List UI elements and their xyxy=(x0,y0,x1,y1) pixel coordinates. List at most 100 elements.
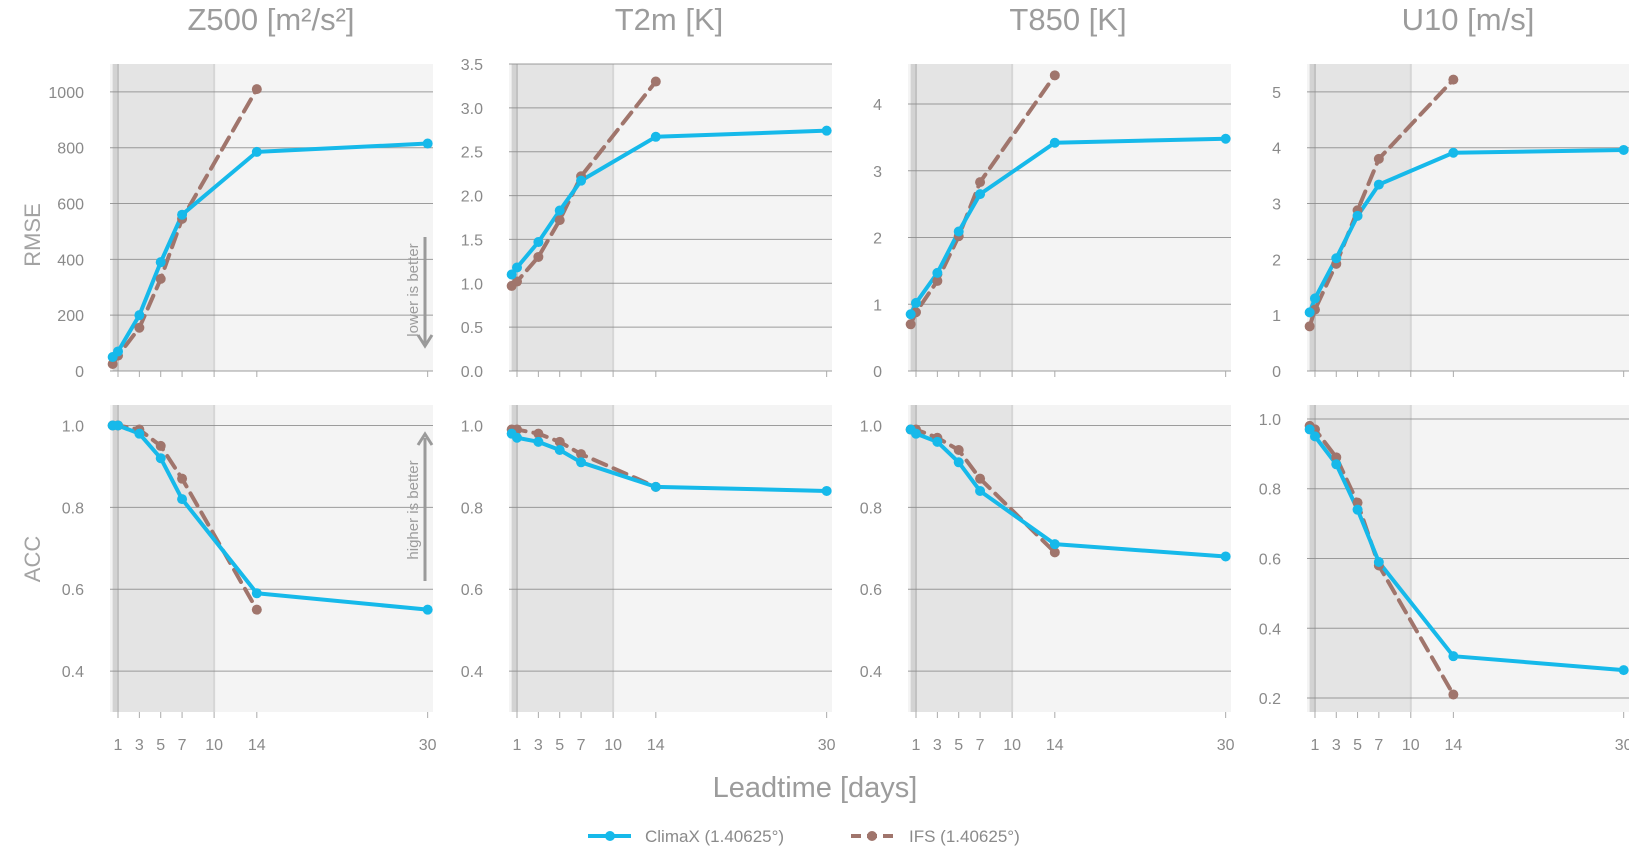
y-tick-label-0: 0 xyxy=(873,364,882,381)
chart-panels: 020040060080010000.00.51.01.52.02.53.03.… xyxy=(48,57,1629,754)
x-tick-label-1: 1 xyxy=(1311,737,1320,754)
y-tick-label-0: 0 xyxy=(1272,364,1281,381)
x-tick-label-14: 14 xyxy=(1444,737,1462,754)
data-point-climax xyxy=(113,420,124,431)
data-point-climax xyxy=(1309,431,1320,442)
data-point-climax xyxy=(1304,307,1315,318)
data-point-climax xyxy=(1618,144,1629,155)
panel-acc-1: 0.4 0.6 0.8 1.0 1 3 5 7 10 14 30 xyxy=(461,405,836,754)
data-point-climax xyxy=(134,428,145,439)
x-tick-label-30: 30 xyxy=(419,737,437,754)
shaded-region-first-day xyxy=(112,64,119,371)
x-tick-label-3: 3 xyxy=(534,737,543,754)
x-tick-label-3: 3 xyxy=(135,737,144,754)
data-point-ifs xyxy=(975,177,986,188)
legend-item-climax: ClimaX (1.40625°) xyxy=(588,827,784,846)
data-point-ifs xyxy=(1448,74,1459,85)
lower-is-better-label: lower is better xyxy=(405,243,422,336)
data-point-climax xyxy=(422,604,433,615)
x-tick-label-30: 30 xyxy=(1217,737,1235,754)
col-title-z500-name: Z500 xyxy=(187,2,258,37)
y-tick-label-0-8: 0.8 xyxy=(860,500,882,517)
y-tick-label-0: 0.0 xyxy=(461,364,483,381)
x-tick-label-1: 1 xyxy=(114,737,123,754)
legend-ifs-label: IFS (1.40625°) xyxy=(909,827,1020,846)
data-point-climax xyxy=(932,267,943,278)
data-point-ifs xyxy=(650,76,661,87)
y-tick-label-3: 3.0 xyxy=(461,101,483,118)
x-tick-label-14: 14 xyxy=(1046,737,1064,754)
data-point-climax xyxy=(177,209,188,220)
data-point-climax xyxy=(905,309,916,320)
data-point-climax xyxy=(155,257,166,268)
data-point-ifs xyxy=(155,440,166,451)
data-point-climax xyxy=(554,205,565,216)
column-titles: Z500 [m²/s²] T2m [K] T850 [K] U10 [m/s] xyxy=(187,2,1534,37)
data-point-climax xyxy=(512,262,523,273)
data-point-ifs xyxy=(1049,547,1060,558)
y-tick-label-0-2: 0.2 xyxy=(1259,691,1281,708)
data-point-climax xyxy=(554,445,565,456)
legend-climax-label: ClimaX (1.40625°) xyxy=(645,827,784,846)
data-point-ifs xyxy=(1049,70,1060,81)
data-point-climax xyxy=(953,457,964,468)
data-point-climax xyxy=(1331,253,1342,264)
y-tick-label-1: 1.0 xyxy=(461,418,483,435)
panel-acc-2: 0.4 0.6 0.8 1.0 1 3 5 7 10 14 30 xyxy=(860,405,1235,754)
data-point-climax xyxy=(1448,147,1459,158)
data-point-ifs xyxy=(1373,153,1384,164)
data-point-climax xyxy=(177,494,188,505)
y-tick-label-2: 2 xyxy=(873,231,882,248)
y-tick-label-1: 1 xyxy=(1272,308,1281,325)
y-tick-label-600: 600 xyxy=(57,197,84,214)
y-tick-label-3: 3 xyxy=(1272,197,1281,214)
data-point-climax xyxy=(576,175,587,186)
data-point-climax xyxy=(1331,459,1342,470)
y-tick-label-0-4: 0.4 xyxy=(1259,621,1281,638)
data-point-ifs xyxy=(177,473,188,484)
y-tick-label-4: 4 xyxy=(1272,141,1281,158)
x-tick-label-10: 10 xyxy=(205,737,223,754)
data-point-ifs xyxy=(953,445,964,456)
x-tick-label-10: 10 xyxy=(604,737,622,754)
y-tick-label-1000: 1000 xyxy=(48,85,84,102)
data-point-climax xyxy=(953,226,964,237)
row-label-acc: ACC xyxy=(20,536,45,583)
data-point-climax xyxy=(975,189,986,200)
higher-is-better-annotation: higher is better xyxy=(405,431,434,581)
data-point-ifs xyxy=(533,428,544,439)
data-point-ifs xyxy=(554,436,565,447)
data-point-climax xyxy=(134,310,145,321)
shaded-region-short-range xyxy=(511,405,614,712)
data-point-ifs xyxy=(932,275,943,286)
y-tick-label-1: 1.0 xyxy=(461,276,483,293)
data-point-climax xyxy=(512,432,523,443)
data-point-climax xyxy=(155,453,166,464)
y-tick-label-2: 2 xyxy=(1272,252,1281,269)
y-tick-label-0-6: 0.6 xyxy=(1259,552,1281,569)
data-point-ifs xyxy=(1352,497,1363,508)
col-title-u10: U10 [m/s] xyxy=(1402,2,1535,37)
x-tick-label-30: 30 xyxy=(1615,737,1629,754)
data-point-climax xyxy=(1220,133,1231,144)
x-tick-label-14: 14 xyxy=(647,737,665,754)
data-point-climax xyxy=(506,269,517,280)
panel-rmse-3: 0 1 2 3 4 5 xyxy=(1272,64,1629,381)
x-tick-label-3: 3 xyxy=(1332,737,1341,754)
x-tick-label-7: 7 xyxy=(178,737,187,754)
y-tick-label-0-5: 0.5 xyxy=(461,320,483,337)
col-title-z500-unit: [m²/s²] xyxy=(267,2,355,37)
data-point-climax xyxy=(650,131,661,142)
data-point-climax xyxy=(251,588,262,599)
data-point-climax xyxy=(1373,556,1384,567)
x-tick-label-5: 5 xyxy=(1353,737,1362,754)
data-point-climax xyxy=(251,146,262,157)
data-point-climax xyxy=(1049,539,1060,550)
up-arrow-icon xyxy=(416,431,434,446)
legend-ifs-marker xyxy=(867,831,877,841)
y-tick-label-3-5: 3.5 xyxy=(461,57,483,74)
data-point-ifs xyxy=(1304,321,1315,332)
x-tick-label-7: 7 xyxy=(577,737,586,754)
lower-is-better-annotation: lower is better xyxy=(405,237,434,349)
